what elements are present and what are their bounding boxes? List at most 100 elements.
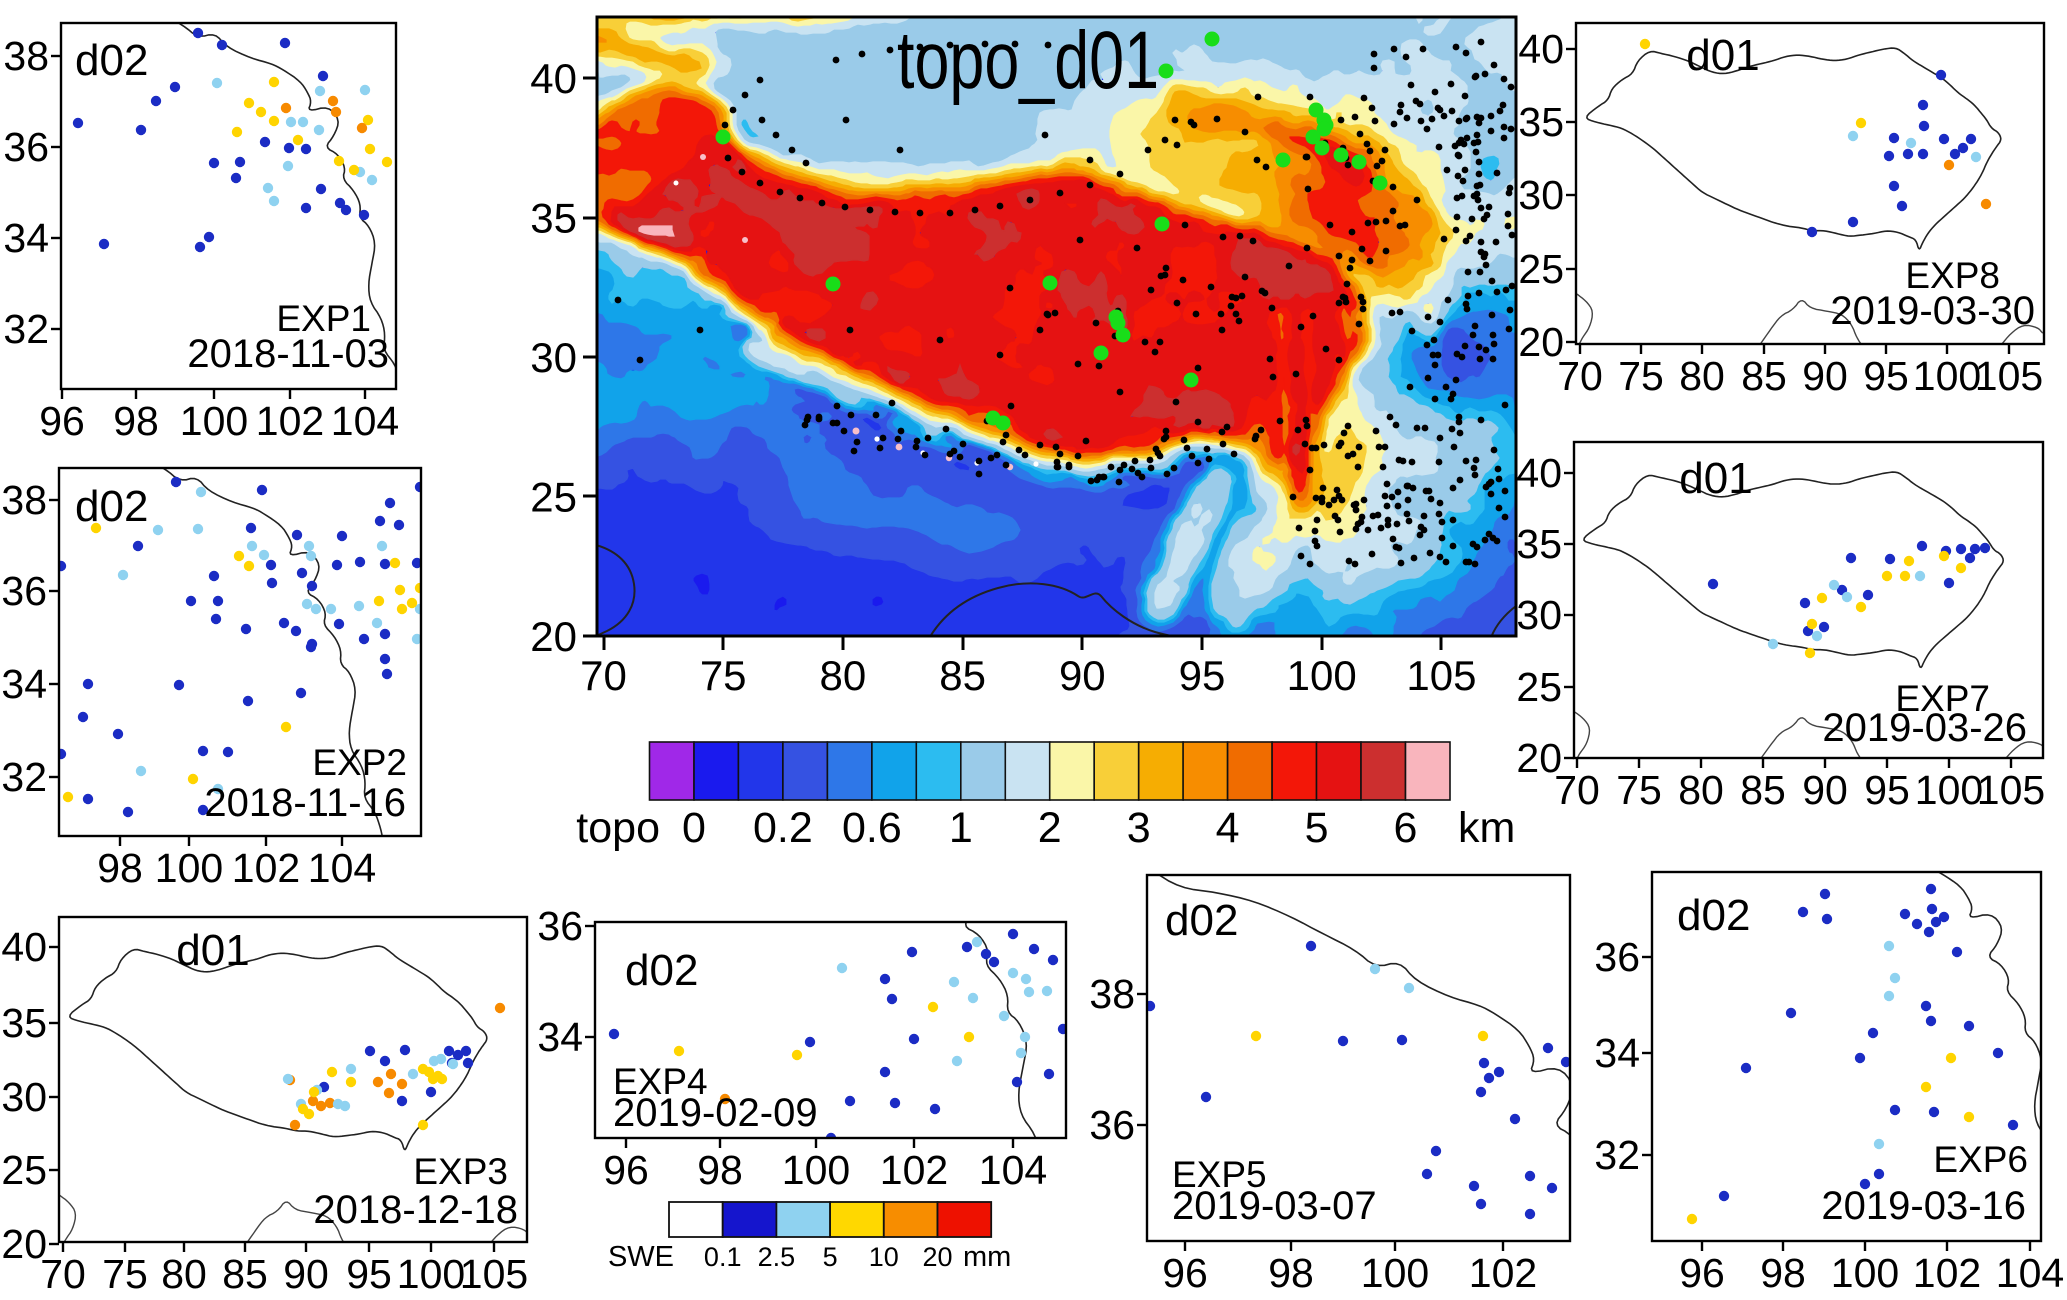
- svg-text:95: 95: [1863, 353, 1909, 399]
- svg-text:105: 105: [1977, 767, 2045, 813]
- svg-text:20: 20: [1, 1221, 47, 1267]
- svg-text:104: 104: [308, 845, 376, 891]
- svg-text:80: 80: [1679, 353, 1725, 399]
- svg-text:38: 38: [3, 33, 49, 79]
- svg-text:4: 4: [1216, 804, 1240, 852]
- svg-text:EXP7: EXP7: [1895, 678, 1990, 719]
- svg-text:25: 25: [1, 1147, 47, 1193]
- svg-text:30: 30: [1, 1074, 47, 1120]
- svg-text:35: 35: [1, 1000, 47, 1046]
- svg-text:40: 40: [1, 924, 47, 970]
- svg-text:102: 102: [1469, 1250, 1537, 1295]
- svg-text:35: 35: [530, 195, 577, 242]
- svg-text:30: 30: [530, 334, 577, 381]
- svg-text:EXP1: EXP1: [276, 298, 371, 339]
- svg-text:EXP8: EXP8: [1905, 255, 2000, 296]
- svg-text:95: 95: [1864, 767, 1910, 813]
- svg-text:85: 85: [222, 1251, 268, 1295]
- svg-text:35: 35: [1516, 521, 1562, 567]
- svg-text:d02: d02: [1165, 896, 1238, 945]
- svg-text:70: 70: [580, 652, 627, 699]
- svg-text:5: 5: [1305, 804, 1329, 852]
- svg-text:34: 34: [1594, 1030, 1640, 1076]
- svg-text:70: 70: [40, 1251, 86, 1295]
- svg-text:20: 20: [530, 613, 577, 660]
- svg-text:2018-11-16: 2018-11-16: [204, 781, 406, 825]
- svg-text:96: 96: [1162, 1250, 1208, 1295]
- svg-text:2019-03-30: 2019-03-30: [1830, 289, 2035, 333]
- svg-text:10: 10: [869, 1242, 899, 1272]
- svg-text:38: 38: [1089, 971, 1135, 1017]
- svg-text:100: 100: [1915, 767, 1983, 813]
- svg-text:70: 70: [1557, 353, 1603, 399]
- svg-text:80: 80: [161, 1251, 207, 1295]
- svg-text:EXP5: EXP5: [1172, 1154, 1267, 1195]
- svg-text:40: 40: [1516, 450, 1562, 496]
- svg-text:2018-11-03: 2018-11-03: [187, 332, 389, 376]
- svg-text:34: 34: [1, 661, 47, 707]
- svg-text:102: 102: [880, 1147, 948, 1193]
- svg-text:98: 98: [697, 1147, 743, 1193]
- svg-text:mm: mm: [963, 1241, 1011, 1273]
- svg-text:34: 34: [3, 215, 49, 261]
- svg-text:85: 85: [1740, 767, 1786, 813]
- svg-text:d02: d02: [625, 946, 698, 995]
- svg-text:km: km: [1458, 804, 1515, 852]
- svg-text:102: 102: [1913, 1250, 1981, 1295]
- svg-text:100: 100: [180, 398, 248, 444]
- svg-text:d02: d02: [1677, 891, 1750, 940]
- svg-text:96: 96: [603, 1147, 649, 1193]
- svg-text:104: 104: [979, 1147, 1047, 1193]
- svg-text:0.1: 0.1: [704, 1242, 742, 1272]
- svg-text:90: 90: [1802, 353, 1848, 399]
- svg-text:100: 100: [1361, 1250, 1429, 1295]
- svg-text:25: 25: [1518, 246, 1564, 292]
- svg-text:96: 96: [1679, 1250, 1725, 1295]
- svg-text:35: 35: [1518, 99, 1564, 145]
- svg-text:EXP2: EXP2: [312, 742, 407, 783]
- svg-text:100: 100: [1831, 1250, 1899, 1295]
- svg-text:34: 34: [537, 1014, 583, 1060]
- svg-text:85: 85: [939, 652, 986, 699]
- svg-text:100: 100: [155, 845, 223, 891]
- svg-text:0.2: 0.2: [753, 804, 813, 852]
- svg-text:104: 104: [1996, 1250, 2064, 1295]
- svg-text:95: 95: [1179, 652, 1226, 699]
- svg-text:2019-03-07: 2019-03-07: [1172, 1184, 1377, 1228]
- svg-text:5: 5: [823, 1242, 838, 1272]
- svg-text:105: 105: [460, 1251, 528, 1295]
- svg-text:EXP3: EXP3: [413, 1151, 508, 1192]
- svg-text:20: 20: [922, 1242, 952, 1272]
- svg-text:90: 90: [1059, 652, 1106, 699]
- svg-text:100: 100: [782, 1147, 850, 1193]
- svg-text:36: 36: [1089, 1102, 1135, 1148]
- svg-text:36: 36: [1, 568, 47, 614]
- svg-text:2: 2: [1038, 804, 1062, 852]
- svg-text:topo_d01: topo_d01: [897, 15, 1159, 106]
- svg-text:98: 98: [97, 845, 143, 891]
- svg-text:d01: d01: [176, 926, 249, 975]
- svg-text:85: 85: [1741, 353, 1787, 399]
- svg-text:20: 20: [1516, 735, 1562, 781]
- svg-text:38: 38: [1, 477, 47, 523]
- svg-text:98: 98: [1268, 1250, 1314, 1295]
- svg-text:d02: d02: [75, 36, 148, 85]
- svg-text:36: 36: [537, 903, 583, 949]
- svg-text:105: 105: [1975, 353, 2043, 399]
- svg-text:36: 36: [1594, 934, 1640, 980]
- svg-text:75: 75: [1618, 353, 1664, 399]
- svg-text:75: 75: [700, 652, 747, 699]
- svg-text:95: 95: [346, 1251, 392, 1295]
- svg-text:30: 30: [1518, 172, 1564, 218]
- svg-text:75: 75: [102, 1251, 148, 1295]
- svg-text:102: 102: [232, 845, 300, 891]
- svg-text:36: 36: [3, 124, 49, 170]
- svg-text:90: 90: [283, 1251, 329, 1295]
- svg-text:2019-03-26: 2019-03-26: [1822, 706, 2027, 750]
- svg-text:20: 20: [1518, 319, 1564, 365]
- svg-text:0.6: 0.6: [842, 804, 902, 852]
- svg-text:25: 25: [1516, 664, 1562, 710]
- svg-text:d01: d01: [1679, 454, 1752, 503]
- svg-text:80: 80: [820, 652, 867, 699]
- svg-text:25: 25: [530, 474, 577, 521]
